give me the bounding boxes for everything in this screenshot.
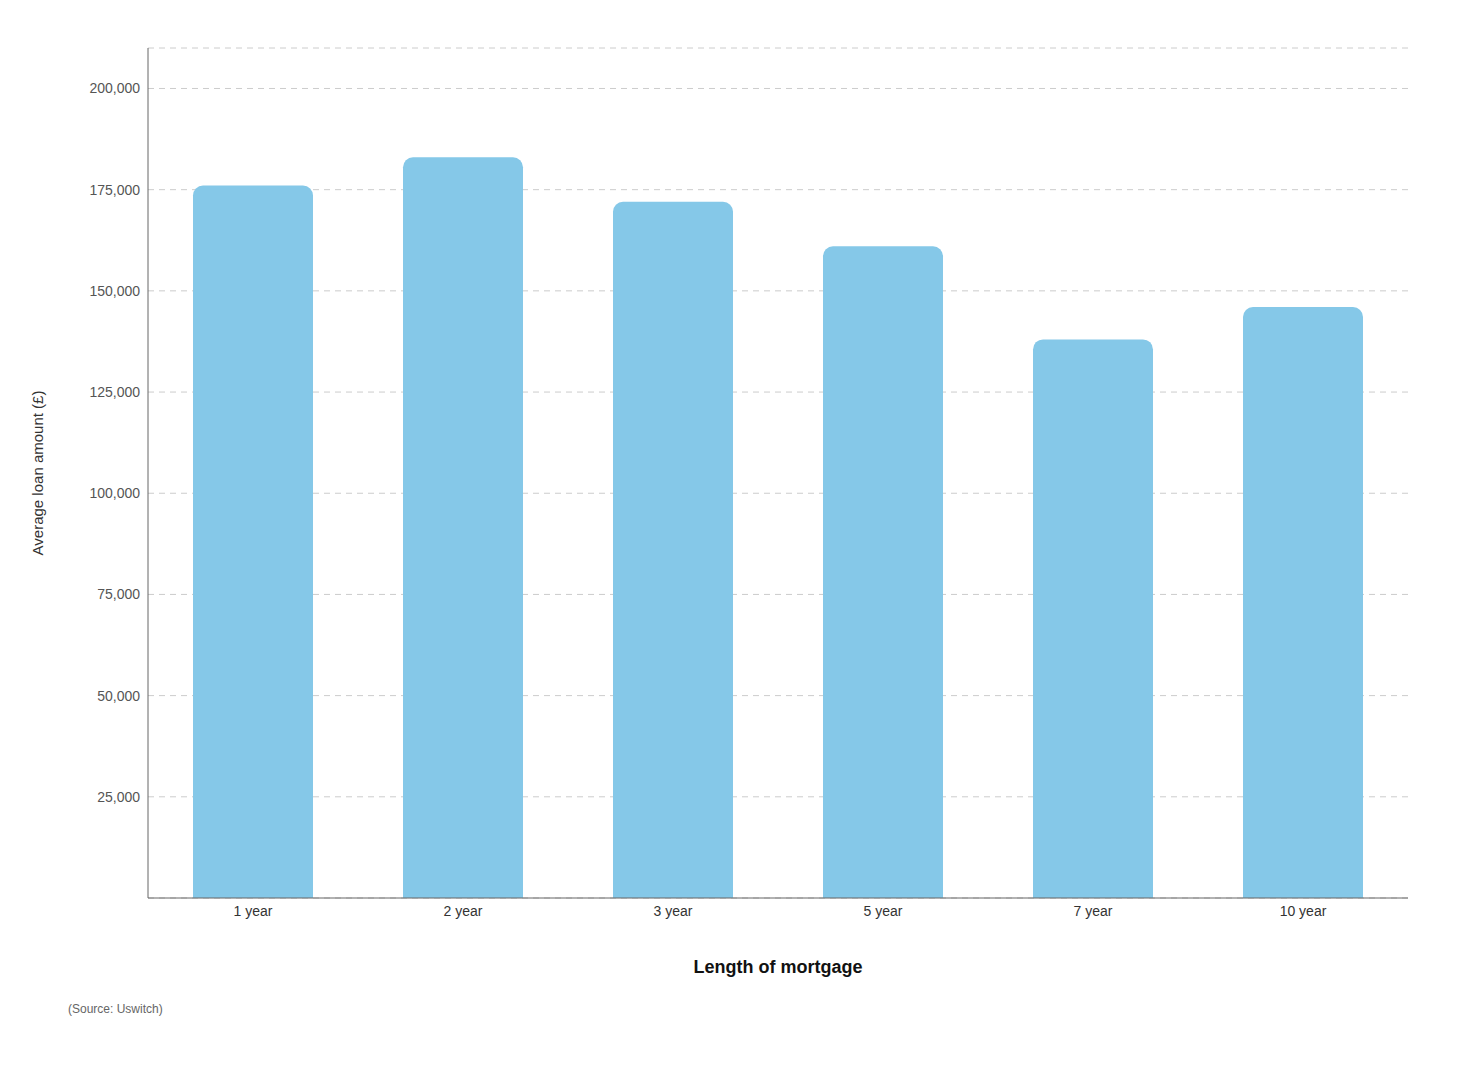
svg-text:100,000: 100,000	[89, 485, 140, 501]
svg-text:200,000: 200,000	[89, 80, 140, 96]
svg-text:10 year: 10 year	[1280, 903, 1327, 919]
svg-text:3 year: 3 year	[654, 903, 693, 919]
svg-text:Average loan amount (£): Average loan amount (£)	[29, 391, 46, 556]
svg-text:75,000: 75,000	[97, 586, 140, 602]
svg-text:Length of mortgage: Length of mortgage	[694, 957, 863, 977]
svg-text:2 year: 2 year	[444, 903, 483, 919]
svg-text:1 year: 1 year	[234, 903, 273, 919]
svg-text:25,000: 25,000	[97, 789, 140, 805]
svg-text:125,000: 125,000	[89, 384, 140, 400]
svg-text:5 year: 5 year	[864, 903, 903, 919]
svg-text:50,000: 50,000	[97, 688, 140, 704]
svg-text:150,000: 150,000	[89, 283, 140, 299]
svg-text:7 year: 7 year	[1074, 903, 1113, 919]
svg-text:175,000: 175,000	[89, 182, 140, 198]
html-text:(Source: Uswitch): (Source: Uswitch)	[68, 1002, 163, 1016]
